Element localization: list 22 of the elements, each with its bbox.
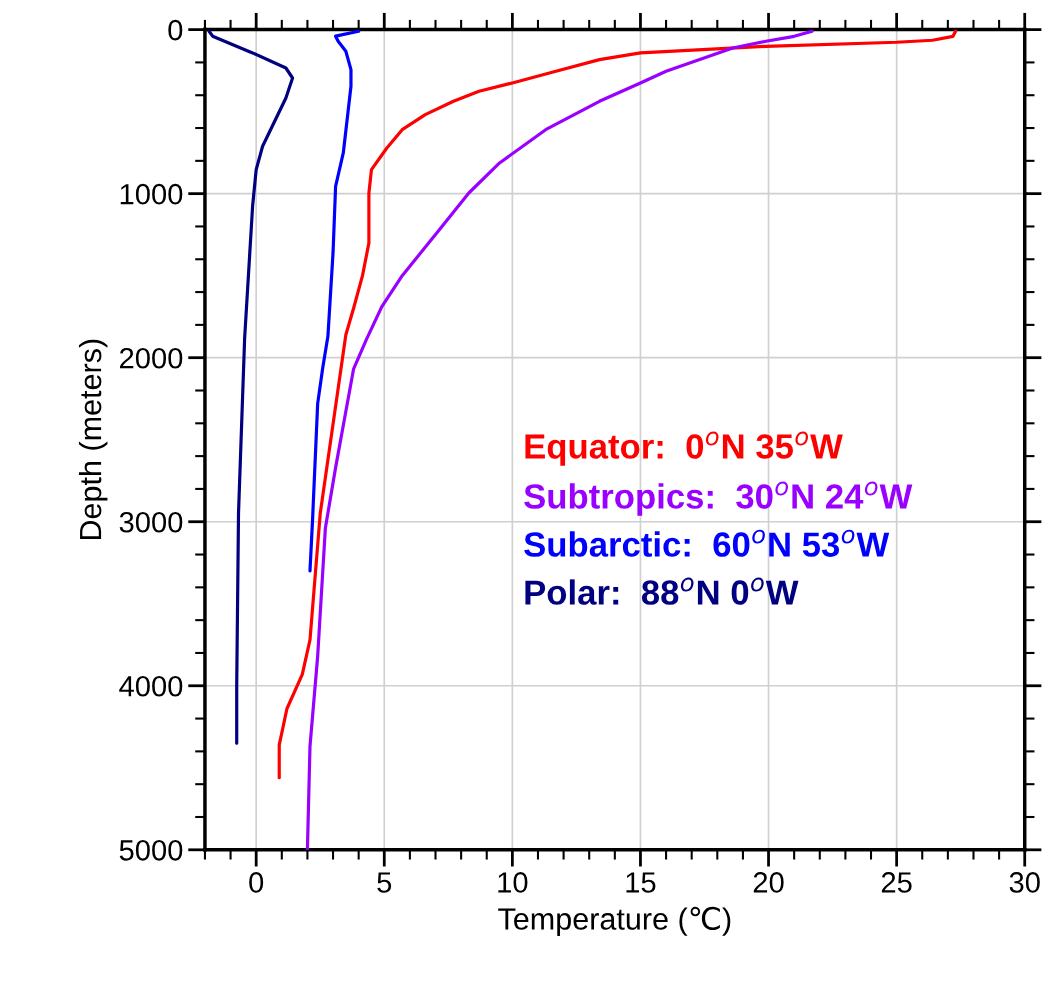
line-series — [277, 29, 958, 780]
text: Subarctic: 60$^{o}$N 53$^{o}$W — [524, 529, 890, 557]
x-tick-label: 30 — [1009, 872, 1040, 893]
y-tick-label: 1000 — [120, 183, 183, 205]
x-tick-label: 25 — [881, 872, 912, 893]
y-tick-label: 0 — [168, 19, 183, 41]
x-tick-label: 10 — [498, 872, 528, 893]
line-series — [308, 29, 361, 573]
text: Subtropics: 30$^{o}$N 24$^{o}$W — [524, 481, 913, 516]
x-tick-label: 5 — [377, 872, 392, 893]
text: Polar: 88$^{o}$N 0$^{o}$W — [525, 577, 799, 605]
x-axis-title: Temperature (℃) — [498, 906, 731, 936]
line-series — [207, 29, 295, 745]
y-tick-label: 5000 — [119, 840, 183, 861]
x-tick-label: 0 — [249, 872, 264, 893]
y-tick-label: 3000 — [119, 511, 183, 533]
x-tick-label: 20 — [753, 872, 784, 893]
y-tick-label: 4000 — [119, 675, 183, 697]
text: Equator: 0$^{o}$N 35$^{o}$W — [525, 431, 843, 466]
y-tick-label: 2000 — [120, 347, 183, 369]
x-tick-label: 15 — [626, 872, 656, 893]
y-axis-title: Depth (meters) — [78, 339, 108, 540]
